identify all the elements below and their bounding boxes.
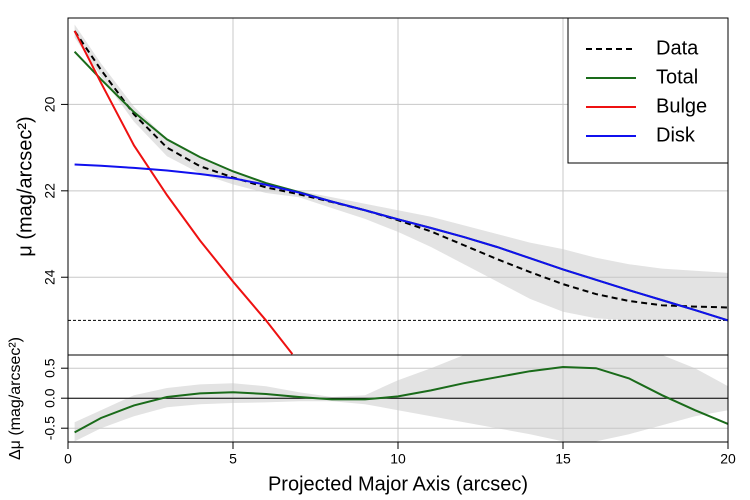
x-tick-label: 10 xyxy=(390,451,406,467)
series-line xyxy=(73,30,294,355)
y-tick-label: 22 xyxy=(42,183,58,199)
y-tick-label: -0.5 xyxy=(42,416,58,440)
x-tick-label: 0 xyxy=(64,451,72,467)
y-axis-label: Δμ (mag/arcsec²) xyxy=(7,337,24,460)
legend-label: Total xyxy=(656,66,698,88)
y-tick-label: 20 xyxy=(42,96,58,112)
x-tick-label: 5 xyxy=(229,451,237,467)
series-line xyxy=(74,365,728,434)
y-tick-label: 24 xyxy=(42,269,58,285)
legend-label: Data xyxy=(656,37,699,59)
y-tick-label: 0.5 xyxy=(42,358,58,378)
series-line xyxy=(74,163,728,322)
legend-box xyxy=(567,17,729,164)
x-axis-label: Projected Major Axis (arcsec) xyxy=(268,473,528,495)
uncertainty-band xyxy=(74,24,728,321)
x-tick-label: 15 xyxy=(555,451,571,467)
x-tick-label: 20 xyxy=(720,451,736,467)
y-axis-label: μ (mag/arcsec²) xyxy=(14,116,36,256)
y-tick-label: 0.0 xyxy=(42,388,58,408)
plot-area xyxy=(68,355,728,442)
legend-label: Bulge xyxy=(656,95,707,117)
legend-label: Disk xyxy=(656,124,696,146)
